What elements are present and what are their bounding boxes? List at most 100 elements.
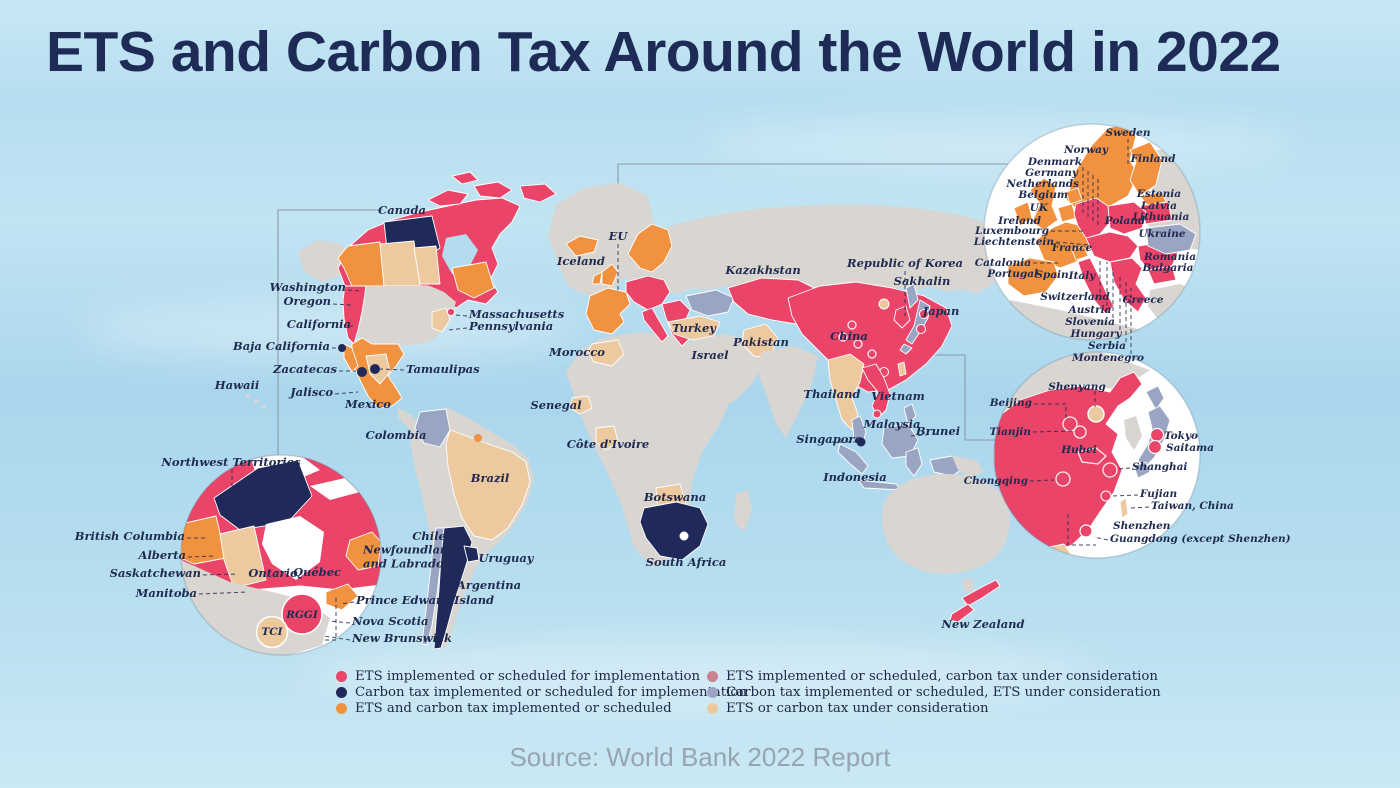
dot-tianjin <box>1073 425 1087 439</box>
map-label: Slovenia <box>1065 315 1115 328</box>
map-label: Portugal <box>987 267 1038 280</box>
legend-item: ETS implemented or scheduled for impleme… <box>336 668 747 684</box>
map-label: Serbia <box>1088 339 1126 352</box>
map-label: Tianjin <box>989 425 1031 438</box>
dot-shenyang <box>1087 405 1105 423</box>
map-label: Oregon <box>283 294 331 309</box>
leader-lines-eu-inset <box>1033 139 1132 354</box>
region-southeast-asia <box>827 353 984 491</box>
legend-dot-icon <box>336 702 347 714</box>
map-label: Baja California <box>233 339 330 354</box>
legend-label: Carbon tax implemented or scheduled for … <box>355 684 747 700</box>
map-label: Pennsylvania <box>469 319 554 334</box>
map-label: Singapore <box>796 432 862 447</box>
map-label: Montenegro <box>1072 351 1144 364</box>
dot-shanghai <box>1102 462 1118 478</box>
map-label: Bulgaria <box>1142 261 1194 274</box>
map-label: Prince Edward Island <box>356 593 495 608</box>
country-morocco <box>587 339 625 367</box>
country-canada <box>337 171 557 309</box>
map-label: Lithuania <box>1132 210 1190 223</box>
region-tci <box>255 615 289 649</box>
region-massachusetts-dot <box>447 308 455 316</box>
region-taiwan-inset <box>1119 497 1129 519</box>
map-label: Zacatecas <box>273 362 337 377</box>
country-senegal <box>569 395 593 415</box>
map-label: France <box>1051 241 1093 254</box>
legend-dot-icon <box>336 670 347 682</box>
dot-singapore <box>856 437 866 447</box>
map-label: Shenzhen <box>1113 519 1171 532</box>
country-australia <box>881 474 1010 574</box>
region-europe-main <box>565 223 735 361</box>
map-label: Brazil <box>470 471 510 486</box>
inset-north-america <box>180 454 382 656</box>
map-label: Botswana <box>643 490 707 505</box>
region-oceania <box>881 474 1010 623</box>
region-asia-main <box>688 277 953 438</box>
country-ukraine <box>685 289 735 317</box>
country-russia <box>618 204 1008 294</box>
map-label: Turkey <box>672 321 716 336</box>
map-label: Netherlands <box>1006 177 1079 190</box>
country-thailand <box>827 353 865 431</box>
map-label: China <box>830 329 868 344</box>
country-taiwan <box>897 361 907 377</box>
map-label: Newfoundland and Labrador <box>363 542 457 570</box>
map-label: Côte d'Ivoire <box>566 437 650 452</box>
map-label: Saitama <box>1166 441 1214 454</box>
region-quebec-east <box>451 261 495 299</box>
map-label: Norway <box>1063 143 1109 156</box>
dot-shenzhen <box>1079 524 1093 538</box>
map-label: Sakhalin <box>893 274 951 289</box>
map-label: Manitoba <box>135 586 197 601</box>
dot-tamaulipas <box>370 364 380 374</box>
map-label: New Zealand <box>941 617 1025 632</box>
cloud-decoration <box>700 120 1300 170</box>
map-label: Alberta <box>138 548 186 563</box>
country-argentina <box>433 525 473 650</box>
map-label: Washington <box>269 280 346 295</box>
country-iceland <box>565 235 599 257</box>
legend-column-right: ETS implemented or scheduled, carbon tax… <box>707 668 1161 717</box>
country-india <box>756 346 818 438</box>
region-alaska <box>298 240 350 282</box>
legend-item: ETS implemented or scheduled, carbon tax… <box>707 668 1161 684</box>
legend-item: Carbon tax implemented or scheduled, ETS… <box>707 684 1161 700</box>
map-label: Belgium <box>1018 188 1068 201</box>
map-label: Fujian <box>1140 487 1178 500</box>
dot-saitama-inset <box>1147 439 1163 455</box>
map-label: Ireland <box>998 214 1041 227</box>
region-hubei <box>1077 447 1107 465</box>
country-colombia <box>414 408 451 448</box>
country-madagascar <box>734 490 752 532</box>
map-label: Luxembourg <box>975 224 1049 237</box>
map-label: Pakistan <box>733 335 789 350</box>
map-label: TCI <box>261 625 283 638</box>
dot-tokyo <box>919 309 929 319</box>
legend-dot-icon <box>336 686 347 698</box>
continent-africa <box>566 332 752 568</box>
dot-saitama <box>916 324 926 334</box>
map-label: Liechtenstein <box>973 235 1054 248</box>
map-label: Hungary <box>1070 327 1122 340</box>
legend-label: ETS implemented or scheduled, carbon tax… <box>726 668 1158 684</box>
map-label: Malaysia <box>863 417 921 432</box>
map-label: Spain <box>1035 268 1069 281</box>
map-label: Northwest Territories <box>161 455 301 470</box>
map-label: Chile <box>412 529 446 544</box>
map-label: Ontario <box>248 566 298 581</box>
map-label: Shanghai <box>1132 460 1188 473</box>
map-label: Austria <box>1068 303 1112 316</box>
map-label: Denmark <box>1027 155 1082 168</box>
country-china <box>787 281 953 393</box>
map-label: EU <box>608 229 628 244</box>
dot-baja-california <box>338 344 346 352</box>
map-label: Jalisco <box>290 385 333 400</box>
page-title: ETS and Carbon Tax Around the World in 2… <box>46 20 1281 84</box>
leader-lines-main <box>332 244 937 443</box>
cloud-decoration <box>80 300 580 360</box>
legend-dot-icon <box>707 670 718 682</box>
map-label: Greece <box>1122 293 1164 306</box>
